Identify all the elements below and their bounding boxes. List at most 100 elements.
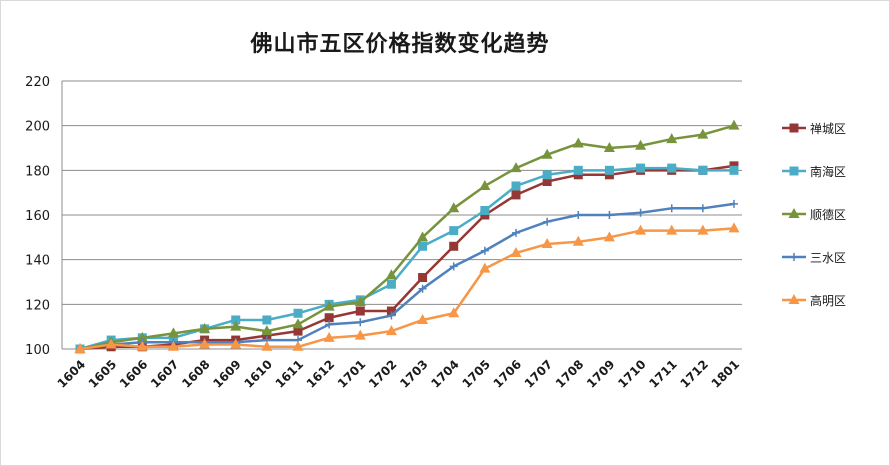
x-tick-label: 1609 bbox=[210, 357, 244, 391]
data-point bbox=[418, 273, 428, 283]
y-tick-label: 120 bbox=[25, 298, 50, 313]
data-point bbox=[230, 338, 242, 349]
data-point bbox=[730, 199, 738, 208]
legend-label: 高明区 bbox=[810, 293, 846, 308]
data-point bbox=[136, 331, 148, 342]
x-tick-label: 1604 bbox=[55, 357, 89, 391]
data-point bbox=[636, 163, 646, 173]
legend-marker bbox=[789, 123, 799, 133]
data-point bbox=[292, 340, 304, 351]
data-point bbox=[510, 162, 522, 173]
x-tick-label: 1701 bbox=[335, 357, 369, 391]
x-tick-label: 1705 bbox=[459, 357, 493, 391]
data-point bbox=[418, 241, 428, 251]
data-point bbox=[574, 211, 583, 219]
data-point bbox=[354, 329, 366, 340]
x-tick-label: 1704 bbox=[428, 357, 462, 391]
x-tick-label: 1612 bbox=[304, 357, 338, 391]
legend-marker bbox=[788, 208, 800, 218]
x-tick-label: 1608 bbox=[179, 357, 213, 391]
data-point bbox=[479, 262, 491, 273]
legend-label: 顺德区 bbox=[810, 207, 846, 222]
data-point bbox=[728, 119, 740, 130]
data-point bbox=[729, 165, 739, 175]
legend-label: 南海区 bbox=[810, 164, 846, 179]
data-point bbox=[510, 246, 522, 257]
data-point bbox=[136, 340, 148, 351]
x-tick-label: 1607 bbox=[148, 357, 182, 391]
x-tick-label: 1610 bbox=[241, 357, 275, 391]
data-point bbox=[449, 226, 459, 236]
x-tick-label: 1711 bbox=[646, 357, 680, 391]
data-point bbox=[480, 246, 489, 255]
x-tick-label: 1707 bbox=[522, 357, 556, 391]
data-point bbox=[418, 284, 427, 293]
data-point bbox=[323, 331, 335, 342]
data-point bbox=[697, 128, 709, 139]
data-point bbox=[666, 224, 678, 235]
data-point bbox=[168, 333, 178, 343]
data-point bbox=[479, 179, 491, 190]
data-point bbox=[230, 320, 242, 331]
data-point bbox=[605, 211, 614, 219]
legend-marker bbox=[789, 166, 799, 176]
data-point bbox=[541, 238, 553, 249]
data-point bbox=[667, 204, 676, 213]
data-point bbox=[231, 315, 241, 325]
x-tick-label: 1611 bbox=[273, 357, 307, 391]
data-point bbox=[448, 307, 460, 318]
data-point bbox=[572, 137, 584, 148]
data-point bbox=[573, 165, 583, 175]
data-point bbox=[356, 318, 365, 327]
legend-label: 禅城区 bbox=[810, 122, 846, 136]
y-tick-label: 200 bbox=[25, 120, 50, 135]
data-point bbox=[604, 165, 614, 175]
data-point bbox=[511, 181, 521, 191]
data-point bbox=[292, 318, 304, 329]
data-point bbox=[635, 139, 647, 150]
data-point bbox=[603, 142, 615, 152]
x-tick-label: 1801 bbox=[709, 357, 743, 391]
data-point bbox=[511, 190, 521, 200]
y-tick-label: 160 bbox=[25, 209, 50, 224]
data-point bbox=[293, 308, 303, 318]
data-point bbox=[199, 322, 211, 333]
data-point bbox=[636, 208, 645, 217]
legend-marker bbox=[788, 294, 800, 304]
data-point bbox=[542, 177, 552, 186]
series-line-4 bbox=[79, 202, 735, 351]
data-point bbox=[387, 311, 396, 320]
x-tick-label: 1605 bbox=[86, 357, 120, 391]
x-tick-label: 1703 bbox=[397, 357, 431, 391]
data-point bbox=[449, 262, 458, 271]
data-point bbox=[698, 165, 708, 175]
data-point bbox=[385, 325, 397, 336]
y-tick-label: 100 bbox=[25, 343, 50, 358]
data-point bbox=[728, 222, 740, 233]
data-point bbox=[386, 279, 396, 289]
data-point bbox=[167, 327, 179, 338]
data-point bbox=[355, 306, 365, 316]
data-point bbox=[105, 338, 117, 349]
data-point bbox=[417, 231, 429, 242]
data-point bbox=[417, 313, 429, 324]
data-point bbox=[323, 300, 335, 311]
series-line-3 bbox=[79, 124, 735, 351]
x-tick-label: 1708 bbox=[553, 357, 587, 391]
legend-label: 三水区 bbox=[810, 251, 846, 265]
data-point bbox=[293, 326, 303, 336]
data-point bbox=[74, 343, 86, 353]
x-tick-label: 1710 bbox=[615, 357, 649, 391]
data-point bbox=[698, 204, 707, 213]
data-point bbox=[667, 163, 677, 173]
data-point bbox=[603, 231, 615, 242]
data-point bbox=[635, 224, 647, 235]
data-point bbox=[448, 202, 460, 213]
data-point bbox=[541, 148, 553, 159]
data-point bbox=[385, 269, 397, 280]
data-point bbox=[199, 338, 211, 349]
data-point bbox=[262, 331, 272, 341]
legend-marker bbox=[790, 253, 798, 261]
